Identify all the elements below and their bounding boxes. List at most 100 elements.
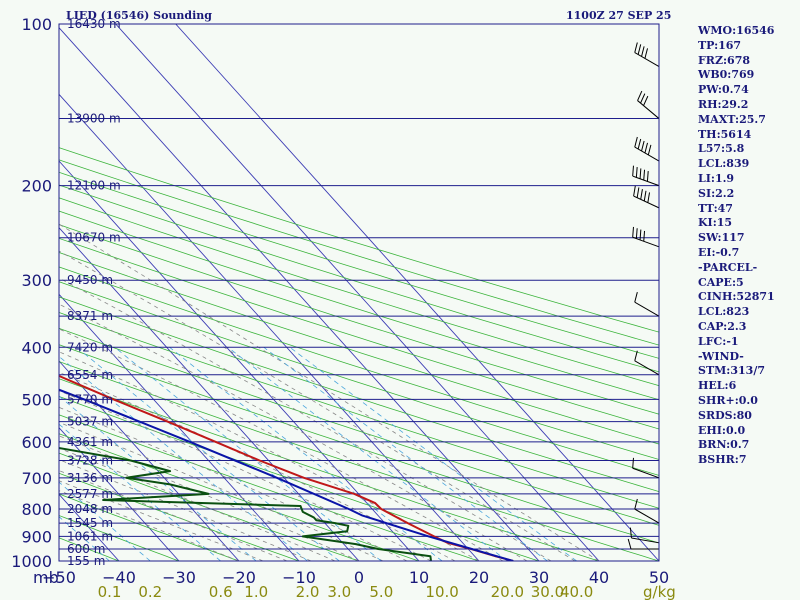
index-item: -PARCEL- <box>698 260 758 274</box>
height-label: 5037 m <box>67 415 113 429</box>
pressure-tick-label: 100 <box>21 15 52 34</box>
station-title: LIED (16546) Sounding <box>66 9 212 22</box>
temperature-tick-label: −40 <box>102 568 136 587</box>
height-label: 8371 m <box>67 309 113 323</box>
wind-barb-feather <box>643 169 646 181</box>
index-item: WMO:16546 <box>698 24 775 37</box>
height-label: 2577 m <box>67 487 113 501</box>
wind-barb-feather <box>647 192 651 203</box>
wind-barb-feather <box>634 350 638 361</box>
wind-barb <box>634 136 660 162</box>
wind-barb-feather <box>635 228 638 239</box>
height-label: 600 m <box>67 542 105 556</box>
isotherm-line <box>175 24 659 561</box>
dry-adiabat <box>59 312 659 509</box>
index-item: BSHR:7 <box>698 453 747 467</box>
wind-barb-feather <box>635 167 638 178</box>
wind-barb <box>632 226 660 248</box>
pressure-tick-label: 600 <box>21 433 52 452</box>
temperature-tick-label: 20 <box>469 568 489 587</box>
mixing-ratio-label: 40.0 <box>560 583 593 600</box>
height-label: 10670 m <box>67 231 121 245</box>
wind-barb-staff <box>637 100 660 119</box>
mixing-ratio-label: 0.6 <box>209 583 233 600</box>
mixing-ratio-label: 5.0 <box>369 583 393 600</box>
height-label: 9450 m <box>67 273 113 287</box>
height-label: 16430 m <box>67 17 121 31</box>
mixing-ratio-label: 30.0 <box>531 583 564 600</box>
height-label: 3728 m <box>67 454 113 468</box>
isotherm-line <box>59 26 540 561</box>
isotherm-line <box>59 293 300 561</box>
index-item: KI:15 <box>698 216 733 230</box>
height-label: 12100 m <box>67 179 121 193</box>
mixing-ratio-label: 0.1 <box>98 583 122 600</box>
temperature-tick-label: −50 <box>42 568 76 587</box>
mixing-ratio-label: 20.0 <box>491 583 524 600</box>
wind-barb-feather <box>643 95 649 106</box>
wind-barb-feather <box>643 230 646 242</box>
diagram-grid <box>59 24 659 561</box>
mixing-ratio-label: 0.2 <box>138 583 162 600</box>
wind-barb-feather <box>633 185 636 197</box>
wind-barb-feather <box>639 168 642 179</box>
index-item: BRN:0.7 <box>698 438 750 452</box>
pressure-tick-label: 500 <box>21 390 52 409</box>
dry-adiabat <box>59 237 659 430</box>
height-label: 1545 m <box>67 516 113 530</box>
index-item: MAXT:25.7 <box>698 112 766 126</box>
index-item: EHI:0.0 <box>698 423 746 437</box>
index-item: LCL:823 <box>698 305 750 319</box>
moist-adiabat <box>59 390 432 561</box>
index-item: L57:5.8 <box>698 142 745 156</box>
plot-frame <box>58 23 660 562</box>
wind-barb-feather <box>647 144 652 156</box>
wind-barb-staff <box>634 508 660 524</box>
height-label: 2048 m <box>67 502 113 516</box>
index-item: EI:-0.7 <box>698 245 740 259</box>
moist-adiabat <box>59 421 384 561</box>
height-label: 3136 m <box>67 471 113 485</box>
index-item: SW:117 <box>698 231 745 245</box>
wind-barb-feather <box>629 527 632 539</box>
wind-barb-staff <box>634 360 660 376</box>
temperature-tick-label: 30 <box>529 568 549 587</box>
wind-barb-staff <box>632 467 660 479</box>
wind-barb-feather <box>639 229 642 240</box>
sounding-profiles <box>59 374 514 561</box>
height-label: 155 m <box>67 554 105 568</box>
height-label: 7420 m <box>67 340 113 354</box>
index-item: HEL:6 <box>698 379 737 393</box>
mixing-ratio-label: 3.0 <box>327 583 351 600</box>
dry-adiabat <box>59 224 659 415</box>
wind-barb-feather <box>627 538 632 550</box>
moist-adiabat <box>59 480 264 561</box>
temperature-tick-label: 40 <box>589 568 609 587</box>
wind-barb-feather <box>637 90 643 101</box>
wind-barb-feather <box>644 142 648 154</box>
wind-barb-feather <box>640 189 643 200</box>
index-item: TP:167 <box>698 38 742 52</box>
moist-adiabat <box>59 470 288 561</box>
index-item: -WIND- <box>698 349 744 363</box>
height-label: 6554 m <box>67 368 113 382</box>
temperature-profile <box>59 374 514 561</box>
wind-barb-feather <box>634 136 638 148</box>
dry-adiabat <box>59 266 659 460</box>
wind-barb-staff <box>631 537 660 544</box>
mixing-ratio-unit-label: g/kg <box>643 583 676 600</box>
mixing-ratio-line <box>289 346 577 561</box>
dry-adiabat <box>59 159 659 346</box>
x-axis-unit-label: mb <box>33 568 59 587</box>
wind-barb <box>632 165 660 187</box>
index-item: CAP:2.3 <box>698 319 747 333</box>
pressure-tick-label: 400 <box>21 338 52 357</box>
index-item: SHR+:0.0 <box>698 393 758 407</box>
pressure-tick-label: 700 <box>21 469 52 488</box>
wind-barb-feather <box>637 44 642 55</box>
wind-barb-staff <box>632 175 660 187</box>
pressure-tick-label: 200 <box>21 177 52 196</box>
height-label: 4361 m <box>67 435 113 449</box>
pressure-tick-label: 1000 <box>11 552 52 571</box>
